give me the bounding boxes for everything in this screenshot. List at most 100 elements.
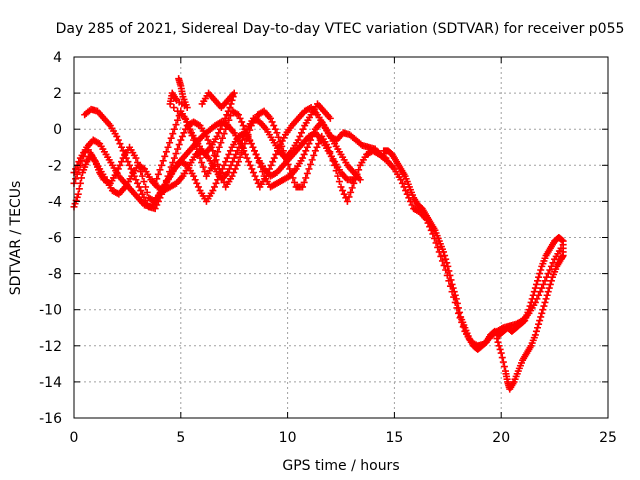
data-point xyxy=(164,172,172,180)
data-point xyxy=(164,143,172,151)
data-point xyxy=(170,104,178,112)
data-point xyxy=(528,295,536,303)
data-point xyxy=(543,273,551,281)
data-point xyxy=(296,132,304,140)
data-point xyxy=(544,270,552,278)
data-point xyxy=(345,193,353,201)
data-point xyxy=(174,107,182,115)
data-point xyxy=(249,143,257,151)
data-point xyxy=(541,298,549,306)
data-point xyxy=(530,288,538,296)
data-point xyxy=(162,148,170,156)
data-point xyxy=(291,178,299,186)
data-point xyxy=(215,143,223,151)
data-point xyxy=(538,284,546,292)
data-point xyxy=(175,141,183,149)
data-point xyxy=(408,201,416,209)
data-point xyxy=(531,331,539,339)
data-point xyxy=(234,158,242,166)
data-point xyxy=(172,121,180,129)
y-tick-label: -2 xyxy=(48,158,62,174)
data-point xyxy=(446,271,454,279)
data-point xyxy=(199,163,207,171)
data-point xyxy=(193,179,201,187)
data-point xyxy=(202,132,210,140)
data-point xyxy=(238,118,246,126)
data-point xyxy=(225,165,233,173)
data-point xyxy=(239,144,247,152)
data-point xyxy=(227,100,235,108)
data-point xyxy=(77,174,85,182)
data-point xyxy=(313,143,321,151)
data-point xyxy=(159,157,167,165)
data-point xyxy=(214,148,222,156)
data-point xyxy=(299,183,307,191)
y-tick-label: -16 xyxy=(39,411,62,427)
data-point xyxy=(138,172,146,180)
x-tick-label: 25 xyxy=(599,430,617,446)
data-point xyxy=(539,306,547,314)
data-point xyxy=(294,136,302,144)
data-point xyxy=(222,158,230,166)
data-point xyxy=(220,130,228,138)
data-point xyxy=(448,280,456,288)
data-point xyxy=(253,176,261,184)
data-point xyxy=(225,150,233,158)
data-point xyxy=(221,114,229,122)
x-axis-label: GPS time / hours xyxy=(282,458,399,474)
data-point xyxy=(403,190,411,198)
data-point xyxy=(353,170,361,178)
data-point xyxy=(273,129,281,137)
data-point xyxy=(75,185,83,193)
data-point xyxy=(546,280,554,288)
y-tick-label: -6 xyxy=(48,231,62,247)
data-point xyxy=(180,129,188,137)
data-point xyxy=(181,114,189,122)
data-point xyxy=(272,150,280,158)
data-point xyxy=(545,284,553,292)
data-point xyxy=(531,284,539,292)
data-point xyxy=(153,201,161,209)
data-point xyxy=(156,166,164,174)
data-point xyxy=(245,158,253,166)
data-point xyxy=(305,165,313,173)
data-point xyxy=(350,176,358,184)
x-tick-label: 10 xyxy=(279,430,297,446)
data-point xyxy=(172,150,180,158)
chart-title: Day 285 of 2021, Sidereal Day-to-day VTE… xyxy=(56,21,625,37)
data-point xyxy=(213,132,221,140)
data-point xyxy=(236,114,244,122)
data-point xyxy=(223,154,231,162)
data-point xyxy=(212,152,220,160)
data-point xyxy=(443,259,451,267)
data-point xyxy=(127,165,135,173)
data-point xyxy=(166,100,174,108)
data-point xyxy=(339,187,347,195)
data-point xyxy=(254,179,262,187)
data-point xyxy=(536,270,544,278)
data-point xyxy=(183,118,191,126)
data-point xyxy=(302,174,310,182)
data-point xyxy=(140,178,148,186)
data-point xyxy=(246,136,254,144)
data-point xyxy=(302,147,310,155)
data-point xyxy=(166,139,174,147)
data-point xyxy=(218,122,226,130)
data-point xyxy=(454,304,462,312)
data-point xyxy=(246,161,254,169)
data-point xyxy=(124,158,132,166)
data-point xyxy=(209,187,217,195)
data-point xyxy=(527,298,535,306)
data-point xyxy=(227,161,235,169)
data-point xyxy=(538,262,546,270)
data-point xyxy=(167,163,175,171)
data-point xyxy=(235,143,243,151)
data-point xyxy=(278,142,286,150)
data-point xyxy=(170,154,178,162)
data-point xyxy=(158,161,166,169)
data-point xyxy=(113,132,121,140)
data-point xyxy=(214,160,222,168)
data-point xyxy=(122,154,130,162)
data-point xyxy=(332,167,340,175)
